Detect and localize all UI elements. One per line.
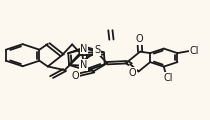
Text: O: O (135, 34, 143, 44)
Text: O: O (129, 68, 136, 78)
Text: S: S (94, 45, 100, 55)
Text: O: O (72, 71, 79, 81)
Text: N: N (80, 60, 87, 70)
Text: N: N (80, 44, 88, 54)
Text: Cl: Cl (189, 46, 199, 56)
Text: Cl: Cl (163, 73, 173, 83)
